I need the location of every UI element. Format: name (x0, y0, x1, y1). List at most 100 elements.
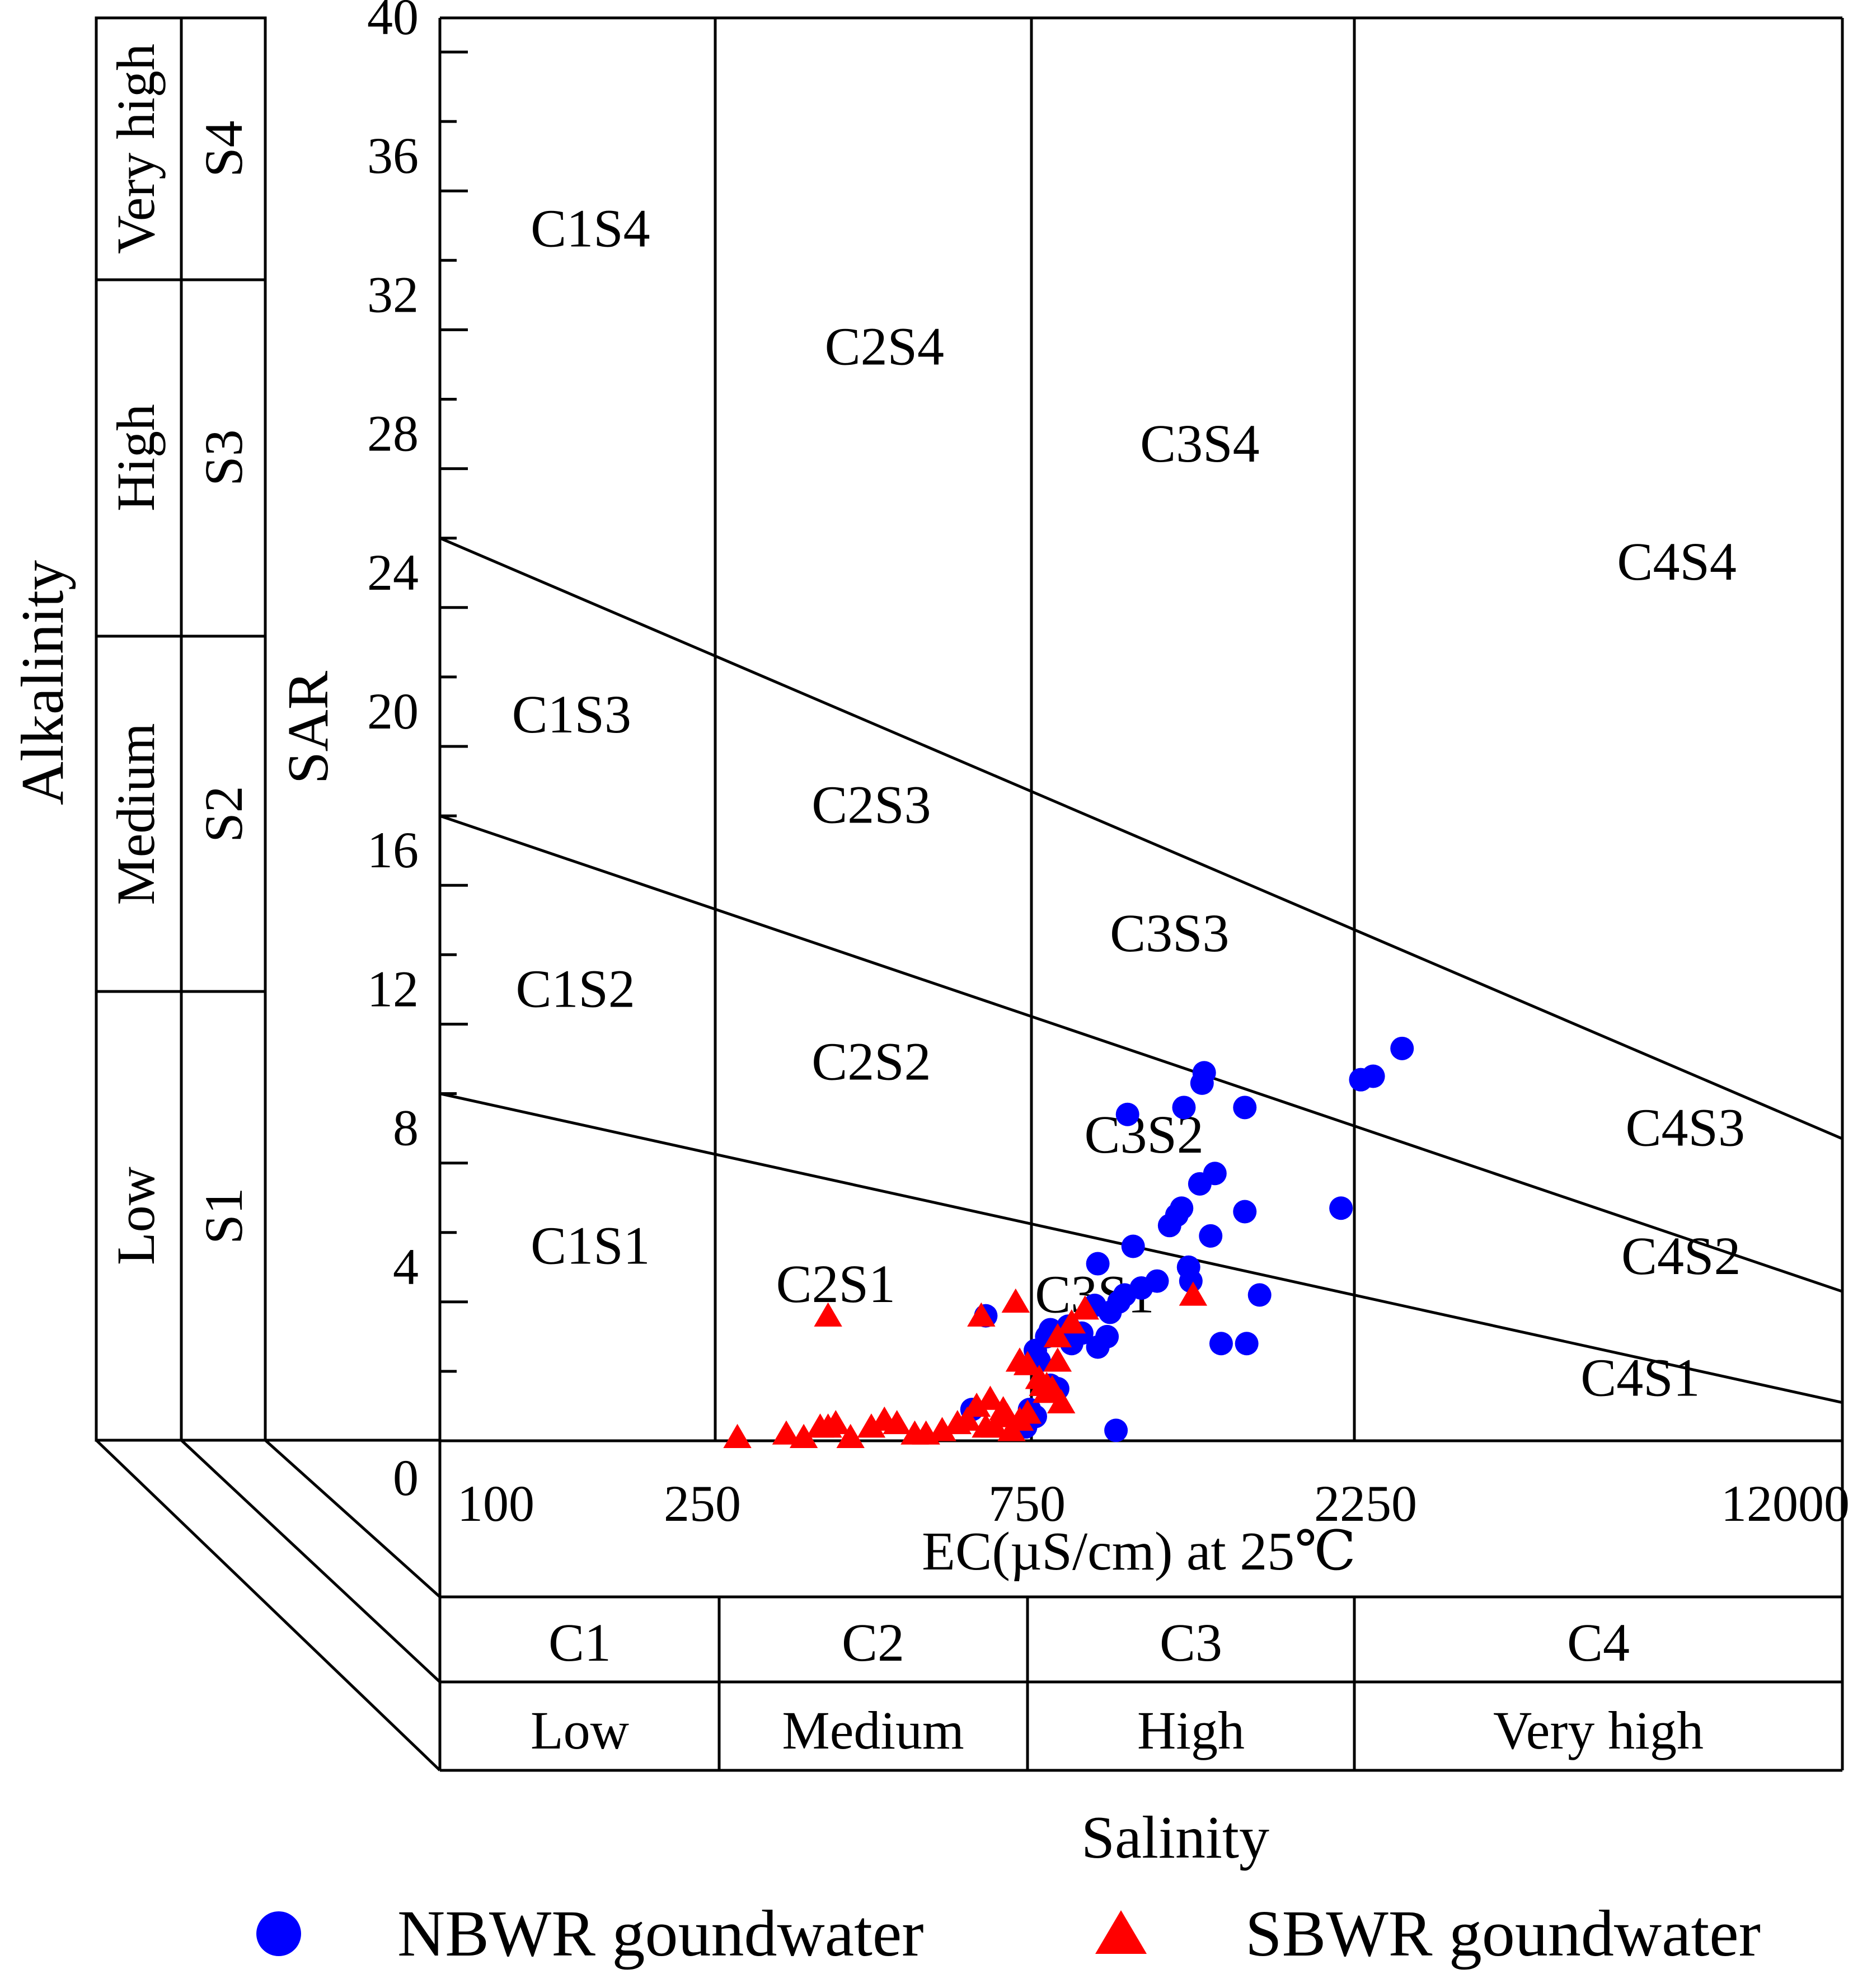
nbwr-point (1188, 1172, 1212, 1196)
salinity-title: Salinity (1081, 1804, 1269, 1871)
sbwr-point (836, 1423, 865, 1448)
alkalinity-level-label: Very high (106, 44, 166, 254)
sbwr-point (943, 1409, 972, 1435)
sodium-class-label: S3 (194, 429, 254, 486)
nbwr-point (1329, 1196, 1353, 1220)
nbwr-point (1157, 1214, 1181, 1238)
y-tick-label: 36 (367, 127, 419, 184)
sbwr-point (976, 1385, 1005, 1410)
salinity-class-label: C1 (548, 1613, 611, 1672)
boundary-line-s3-s4 (439, 537, 1843, 1140)
sbwr-point (1001, 1288, 1030, 1313)
salinity-level-label: High (1137, 1700, 1245, 1760)
y-tick-label: 0 (393, 1449, 419, 1506)
salinity-panel (95, 1439, 1844, 1772)
nbwr-point (1233, 1200, 1257, 1224)
y-tick-label: 28 (367, 405, 419, 462)
nbwr-point (1095, 1324, 1119, 1348)
zone-label-c3s4: C3S4 (1140, 413, 1259, 473)
nbwr-point (1104, 1418, 1128, 1442)
zone-label-c1s3: C1S3 (512, 684, 631, 744)
y-tick-label: 4 (393, 1238, 419, 1295)
legend-sbwr-marker (1095, 1910, 1147, 1954)
sbwr-point (1057, 1309, 1086, 1334)
salinity-level-label: Very high (1493, 1700, 1704, 1760)
sbwr-point (857, 1413, 886, 1438)
zone-label-c3s3: C3S3 (1110, 903, 1229, 963)
nbwr-point (1209, 1332, 1233, 1356)
alkalinity-level-label: High (106, 404, 166, 511)
y-tick-label: 40 (367, 0, 419, 45)
sbwr-point (967, 1302, 996, 1327)
nbwr-point (1247, 1283, 1272, 1307)
y-tick-label: 8 (393, 1099, 419, 1157)
legend-nbwr-marker (256, 1911, 301, 1956)
zone-label-c2s4: C2S4 (825, 316, 944, 376)
sodium-class-label: S4 (194, 120, 254, 177)
legend-sbwr-label: SBWR goundwater (1245, 1897, 1761, 1970)
nbwr-point (1199, 1224, 1223, 1248)
sbwr-point (997, 1417, 1026, 1441)
x-tick-label: 250 (664, 1475, 741, 1532)
y-tick-label: 32 (367, 266, 419, 323)
salinity-level-label: Low (531, 1700, 629, 1760)
zone-label-c2s2: C2S2 (811, 1032, 931, 1092)
x-tick-label: 100 (457, 1475, 534, 1532)
nbwr-point (1179, 1269, 1203, 1293)
sbwr-point (1013, 1351, 1042, 1375)
sbwr-point (789, 1423, 818, 1448)
sbwr-point (1179, 1281, 1208, 1306)
sbwr-point (1071, 1295, 1099, 1320)
y-tick-label: 24 (367, 544, 419, 601)
zone-label-c2s3: C2S3 (811, 775, 931, 835)
y-tick-label: 20 (367, 683, 419, 740)
sbwr-point (1043, 1323, 1072, 1348)
alkalinity-title: Alkalinity (10, 560, 76, 805)
y-tick-label: 12 (367, 960, 419, 1017)
salinity-class-label: C4 (1567, 1613, 1630, 1672)
nbwr-point (1098, 1300, 1122, 1324)
plot-area (438, 16, 1844, 1441)
sbwr-point (822, 1409, 850, 1435)
zone-label-c4s1: C4S1 (1580, 1347, 1700, 1407)
nbwr-point (1349, 1068, 1373, 1092)
boundary-line-s2-s3 (439, 814, 1843, 1293)
x-tick-label: 12000 (1721, 1475, 1850, 1532)
nbwr-point (1390, 1036, 1414, 1060)
zone-label-c1s4: C1S4 (531, 198, 650, 258)
nbwr-point (1172, 1096, 1196, 1120)
zone-label-c4s2: C4S2 (1621, 1226, 1741, 1286)
sbwr-point (972, 1413, 1000, 1438)
zone-label-c2s1: C2S1 (776, 1254, 895, 1314)
sbwr-point (1047, 1389, 1076, 1413)
zone-label-c1s2: C1S2 (515, 958, 635, 1018)
sbwr-point (928, 1417, 956, 1441)
nbwr-point (1190, 1071, 1214, 1095)
sbwr-point (772, 1420, 801, 1445)
x-axis-label: EC(µS/cm) at 25℃ (922, 1521, 1356, 1582)
nbwr-point (1121, 1234, 1145, 1258)
alkalinity-level-label: Medium (106, 723, 166, 905)
salinity-level-label: Medium (782, 1700, 964, 1760)
zone-label-c4s3: C4S3 (1626, 1098, 1745, 1158)
x-tick-label: 2250 (1314, 1475, 1417, 1532)
sodium-class-label: S1 (194, 1187, 254, 1244)
zone-label-c4s4: C4S4 (1617, 532, 1736, 591)
sbwr-point (814, 1302, 842, 1327)
nbwr-point (1233, 1096, 1257, 1120)
salinity-class-label: C2 (842, 1613, 904, 1672)
nbwr-point (1086, 1252, 1110, 1276)
zone-label-c1s1: C1S1 (531, 1216, 650, 1276)
nbwr-point (1115, 1102, 1139, 1126)
sodium-class-label: S2 (194, 786, 254, 842)
nbwr-point (1235, 1332, 1259, 1356)
sbwr-point (723, 1423, 752, 1448)
legend-nbwr-label: NBWR goundwater (397, 1897, 924, 1970)
salinity-class-label: C3 (1160, 1613, 1222, 1672)
alkalinity-level-label: Low (106, 1167, 166, 1265)
y-axis-label: SAR (276, 670, 340, 784)
y-tick-label: 16 (367, 821, 419, 878)
sbwr-point (1043, 1347, 1072, 1372)
sbwr-point (900, 1420, 929, 1445)
